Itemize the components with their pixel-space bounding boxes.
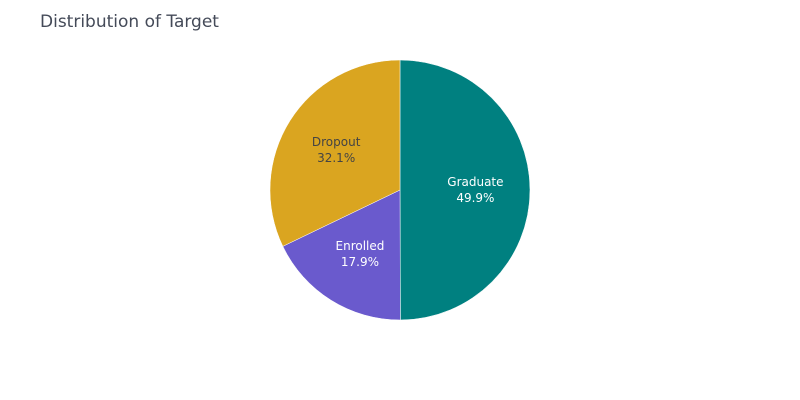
slice-label-graduate: Graduate [447,175,503,189]
slice-label-enrolled: Enrolled [336,239,385,253]
slice-percent-dropout: 32.1% [317,151,355,165]
pie-slice-graduate[interactable] [399,59,531,321]
pie-slice-dropout[interactable] [269,59,401,247]
slice-percent-graduate: 49.9% [456,191,494,205]
slice-percent-enrolled: 17.9% [341,255,379,269]
chart-title: Distribution of Target [40,12,219,32]
pie-labels: Graduate 49.9% Enrolled 17.9% Dropout 32.1% [312,135,504,269]
slice-label-dropout: Dropout [312,135,361,149]
pie-slice-enrolled[interactable] [282,189,401,321]
pie-slices [269,59,531,321]
